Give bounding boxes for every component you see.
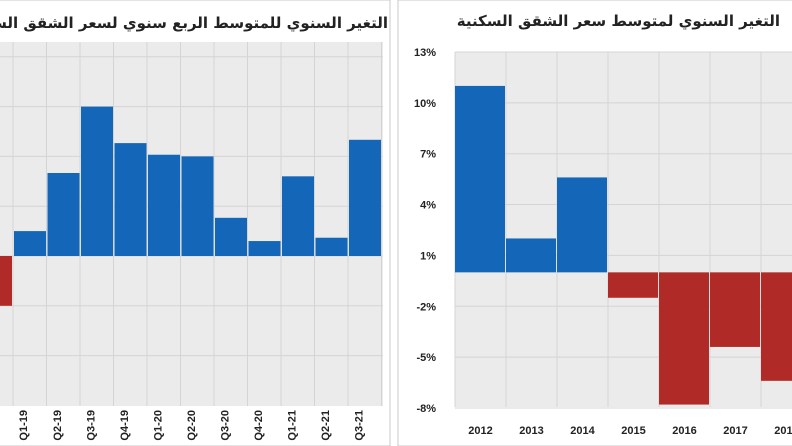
left-bar-Q4-20 [248,241,281,256]
left-bars [0,106,381,306]
left-x-tick-label: Q2-20 [186,410,198,441]
right-bar-2016 [659,272,709,405]
right-bar-2015 [608,272,658,298]
left-x-tick-label: Q4-20 [253,410,265,441]
right-bar-2012 [455,85,505,273]
right-y-tick-labels: 13% 10% 7% 4% 1% -2% -5% -8% [414,47,436,415]
right-x-tick-labels: 2012 2013 2014 2015 2016 2017 2018 [468,425,792,437]
right-chart: التغير السنوي لمتوسط سعر الشقق السكنية 1… [397,0,792,446]
left-chart: التغير السنوي للمتوسط الربع سنوي لسعر ال… [0,0,391,446]
right-bar-2018 [761,272,792,381]
left-bar-partial [0,256,12,306]
right-bar-2013 [506,238,556,273]
right-chart-title: التغير السنوي لمتوسط سعر الشقق السكنية [457,12,780,31]
left-bar-Q3-21 [349,139,381,256]
left-bar-Q3-20 [215,217,247,256]
left-bar-Q2-19 [47,173,80,256]
right-y-tick-label: -5% [416,352,436,364]
left-x-tick-label: Q3-20 [219,410,231,441]
right-plot-area [455,52,792,407]
right-y-tick-label: 7% [420,149,436,161]
left-x-tick-label: Q3-19 [85,410,97,441]
left-bar-Q1-20 [148,154,180,256]
right-bar-2017 [710,272,760,347]
left-bar-Q2-20 [181,156,214,256]
right-x-tick-label: 2016 [672,425,696,437]
right-y-tick-label: 4% [420,200,436,212]
right-y-tick-label: 13% [414,47,436,59]
right-x-tick-label: 2012 [468,425,492,437]
right-y-tick-label: -8% [416,403,436,415]
right-x-tick-label: 2017 [723,425,747,437]
right-x-tick-label: 2013 [519,425,543,437]
right-bar-2014 [557,177,607,273]
left-x-tick-label: Q3-21 [353,410,365,441]
right-y-tick-label: -2% [416,301,436,313]
left-x-tick-label: Q2-19 [52,410,64,441]
left-x-tick-label-partial: Q1-19 [18,410,30,441]
left-bar-Q2-21 [315,237,348,256]
right-y-tick-label: 1% [420,250,436,262]
right-x-tick-label: 2015 [621,425,645,437]
left-x-tick-label: Q1-21 [286,410,298,441]
right-x-tick-label: 2014 [570,425,595,437]
left-bar-Q3-19 [81,106,113,256]
left-x-tick-label: Q2-21 [320,410,332,441]
right-bars [455,85,792,405]
left-x-tick-label: Q1-20 [152,410,164,441]
left-x-tick-label: Q4-19 [119,410,131,441]
left-x-tick-labels: Q1-19 Q2-19 Q3-19 Q4-19 Q1-20 Q2-20 Q3-20 Q4-20… [18,410,365,441]
left-bar-Q1-19 [14,231,46,256]
left-chart-title: التغير السنوي للمتوسط الربع سنوي لسعر ال… [0,14,388,33]
right-y-tick-label: 10% [414,98,436,110]
right-x-tick-label: 2018 [774,425,792,437]
left-bar-Q4-19 [114,143,147,256]
left-bar-Q1-21 [282,176,314,256]
